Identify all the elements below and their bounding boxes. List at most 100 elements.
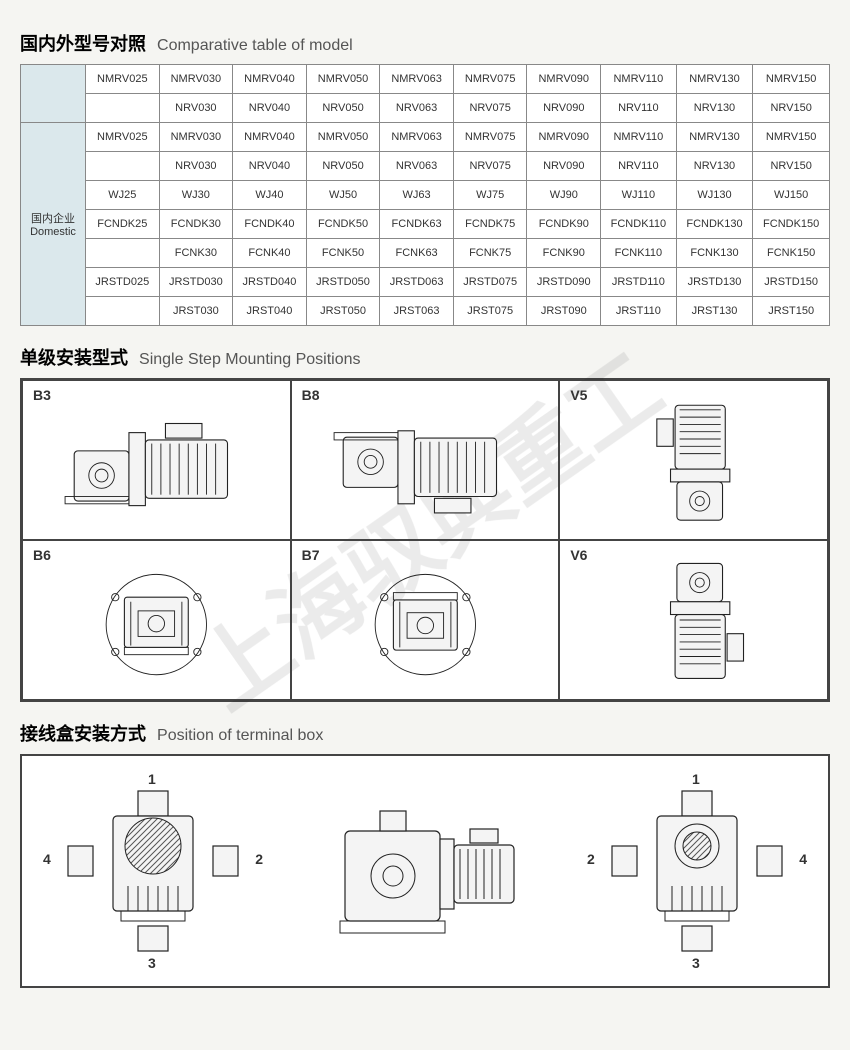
mount-label: B8 [302, 387, 320, 403]
section3-title: 接线盒安装方式 Position of terminal box [20, 720, 830, 746]
model-cell: JRSTD130 [676, 268, 753, 297]
model-cell: NMRV075 [453, 65, 527, 94]
model-cell: NMRV110 [601, 123, 677, 152]
model-cell: WJ40 [233, 181, 307, 210]
mount-cell-V6: V6 [559, 540, 828, 700]
model-cell: JRSTD090 [527, 268, 601, 297]
model-cell: NMRV110 [601, 65, 677, 94]
term-num-left: 2 [587, 851, 595, 867]
model-cell: JRSTD050 [306, 268, 380, 297]
term-num-right: 4 [799, 851, 807, 867]
model-cell: JRST110 [601, 297, 677, 326]
mounting-positions-grid: B3 B8 V5 [20, 378, 830, 702]
model-cell: NMRV025 [86, 123, 160, 152]
term-num-bottom: 3 [692, 955, 700, 971]
section2-title-cn: 单级安装型式 [20, 348, 128, 368]
model-cell: FCNDK40 [233, 210, 307, 239]
model-cell: FCNK75 [453, 239, 527, 268]
model-cell: WJ90 [527, 181, 601, 210]
model-cell: JRSTD030 [159, 268, 233, 297]
term-num-left: 4 [43, 851, 51, 867]
mount-cell-B6: B6 [22, 540, 291, 700]
mount-label: B7 [302, 547, 320, 563]
model-cell [86, 94, 160, 123]
model-cell: FCNK110 [601, 239, 677, 268]
model-cell: NMRV090 [527, 65, 601, 94]
model-cell: NRV050 [306, 152, 380, 181]
model-cell: FCNK50 [306, 239, 380, 268]
model-cell: JRST075 [453, 297, 527, 326]
terminal-diagram-right: 1 4 3 2 [587, 771, 807, 971]
model-cell: FCNDK63 [380, 210, 454, 239]
mount-label: V5 [570, 387, 587, 403]
rowhead-blank [21, 65, 86, 123]
model-cell: NMRV030 [159, 65, 233, 94]
model-cell: NRV090 [527, 94, 601, 123]
model-cell [86, 239, 160, 268]
model-cell: NRV075 [453, 94, 527, 123]
model-cell: WJ150 [753, 181, 830, 210]
model-cell: FCNK40 [233, 239, 307, 268]
model-cell: NMRV040 [233, 123, 307, 152]
section2-title-en: Single Step Mounting Positions [139, 351, 360, 368]
terminal-diagram-middle [305, 771, 545, 971]
model-cell: FCNDK50 [306, 210, 380, 239]
model-cell: NMRV150 [753, 65, 830, 94]
mount-cell-B7: B7 [291, 540, 560, 700]
section3-title-cn: 接线盒安装方式 [20, 724, 146, 744]
model-cell: NMRV050 [306, 123, 380, 152]
model-cell: NRV063 [380, 152, 454, 181]
model-cell: FCNK130 [676, 239, 753, 268]
term-num-top: 1 [148, 771, 156, 787]
mount-cell-B8: B8 [291, 380, 560, 540]
model-cell: JRSTD075 [453, 268, 527, 297]
model-cell: NMRV030 [159, 123, 233, 152]
model-cell: NMRV050 [306, 65, 380, 94]
model-cell: JRSTD063 [380, 268, 454, 297]
model-cell: WJ30 [159, 181, 233, 210]
model-cell: JRSTD025 [86, 268, 160, 297]
model-cell: FCNK30 [159, 239, 233, 268]
section2-title: 单级安装型式 Single Step Mounting Positions [20, 344, 830, 370]
model-cell: NMRV150 [753, 123, 830, 152]
model-cell: WJ75 [453, 181, 527, 210]
model-cell: FCNDK90 [527, 210, 601, 239]
model-cell: NMRV130 [676, 123, 753, 152]
model-cell [86, 297, 160, 326]
model-cell: JRST030 [159, 297, 233, 326]
model-cell: NRV030 [159, 94, 233, 123]
model-cell [86, 152, 160, 181]
model-cell: WJ25 [86, 181, 160, 210]
model-cell: WJ110 [601, 181, 677, 210]
model-cell: JRST063 [380, 297, 454, 326]
model-cell: NMRV040 [233, 65, 307, 94]
model-cell: FCNDK75 [453, 210, 527, 239]
model-cell: WJ50 [306, 181, 380, 210]
section1-title-cn: 国内外型号对照 [20, 34, 146, 54]
model-cell: FCNK63 [380, 239, 454, 268]
term-num-bottom: 3 [148, 955, 156, 971]
model-cell: NRV130 [676, 152, 753, 181]
terminal-box-section: 1 2 3 4 [20, 754, 830, 988]
section1-title-en: Comparative table of model [157, 37, 353, 54]
model-cell: FCNK150 [753, 239, 830, 268]
model-cell: FCNDK30 [159, 210, 233, 239]
model-cell: NRV040 [233, 94, 307, 123]
model-cell: NRV110 [601, 152, 677, 181]
model-cell: FCNDK110 [601, 210, 677, 239]
model-cell: NRV150 [753, 152, 830, 181]
model-cell: NMRV130 [676, 65, 753, 94]
model-cell: JRST050 [306, 297, 380, 326]
model-cell: NMRV063 [380, 65, 454, 94]
model-cell: WJ63 [380, 181, 454, 210]
model-cell: NMRV063 [380, 123, 454, 152]
model-cell: NRV110 [601, 94, 677, 123]
section1-title: 国内外型号对照 Comparative table of model [20, 30, 830, 56]
section3-title-en: Position of terminal box [157, 727, 323, 744]
model-cell: WJ130 [676, 181, 753, 210]
model-cell: JRST150 [753, 297, 830, 326]
model-cell: NRV030 [159, 152, 233, 181]
term-num-right: 2 [255, 851, 263, 867]
model-cell: FCNDK25 [86, 210, 160, 239]
model-cell: FCNDK130 [676, 210, 753, 239]
